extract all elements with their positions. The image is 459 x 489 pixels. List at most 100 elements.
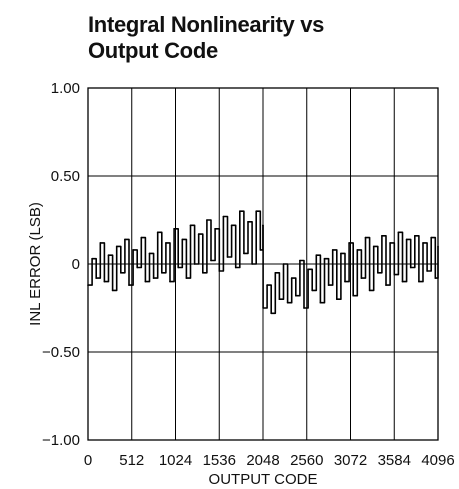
data-point [140, 236, 143, 239]
data-point [434, 277, 437, 279]
data-point [414, 235, 416, 237]
data-point [303, 307, 305, 309]
data-point [372, 245, 375, 248]
y-axis-label: INL ERROR (LSB) [27, 202, 44, 326]
data-point [169, 280, 171, 283]
data-point [430, 236, 433, 239]
data-point [144, 280, 147, 283]
data-point [270, 312, 273, 315]
y-tick-labels: 1.00 0.50 0 −0.50 −1.00 [42, 80, 80, 449]
data-point [222, 215, 225, 218]
data-point [124, 238, 126, 241]
x-tick-label: 1024 [159, 452, 192, 469]
data-point [255, 210, 257, 212]
data-point [99, 242, 102, 244]
data-point [397, 231, 400, 234]
data-point [401, 280, 404, 283]
x-tick-labels: 0 512 1024 1536 2048 2560 3072 3584 4096 [84, 452, 455, 469]
data-point [389, 242, 391, 244]
data-point [247, 221, 249, 223]
data-point [340, 252, 342, 255]
x-tick-label: 3584 [378, 452, 411, 469]
data-point [161, 272, 163, 274]
x-tick-label: 2560 [290, 452, 323, 469]
data-point [95, 277, 97, 279]
data-point [274, 272, 277, 274]
data-point [128, 284, 130, 286]
data-point [278, 298, 281, 301]
data-point [243, 252, 245, 255]
data-point [336, 298, 338, 301]
data-point [148, 252, 151, 255]
data-point [422, 242, 424, 244]
x-tick-label: 512 [119, 452, 144, 469]
data-point [331, 249, 334, 251]
data-point [103, 280, 106, 283]
data-point [290, 277, 293, 279]
data-point [202, 272, 204, 274]
data-point [348, 242, 350, 244]
x-tick-label: 2048 [246, 452, 279, 469]
data-point [368, 289, 371, 292]
data-point [193, 263, 196, 265]
data-point [418, 280, 420, 283]
x-axis-label: OUTPUT CODE [209, 471, 318, 488]
data-point [344, 280, 346, 283]
data-point [214, 228, 216, 230]
data-point [111, 289, 114, 292]
data-point [218, 270, 221, 272]
series-line-0 [88, 210, 439, 315]
chart-title: Integral Nonlinearity vs Output Code [88, 12, 428, 64]
data-point [352, 294, 355, 297]
data-point [364, 236, 367, 239]
data-point [319, 301, 322, 304]
data-point [381, 235, 383, 237]
data-point [299, 259, 301, 262]
data-point [311, 289, 314, 292]
data-point [230, 224, 233, 227]
data-point [206, 219, 208, 221]
y-tick-label: 0 [72, 256, 80, 273]
data-point [286, 301, 289, 304]
data-point [210, 259, 212, 262]
data-point [262, 307, 264, 309]
data-point [377, 272, 379, 274]
data-point [156, 231, 159, 234]
chart-title-line-1: Integral Nonlinearity vs [88, 12, 325, 37]
data-point [234, 266, 237, 269]
data-point [107, 254, 110, 256]
data-point [173, 228, 175, 230]
data-point [91, 257, 93, 260]
y-tick-label: 0.50 [51, 168, 80, 185]
data-point [259, 249, 262, 251]
data-point [360, 277, 363, 279]
y-tick-label: 1.00 [51, 80, 80, 97]
x-tick-label: 3072 [334, 452, 367, 469]
data-point [239, 210, 241, 212]
data-point [327, 284, 330, 286]
data-point [262, 224, 264, 227]
x-tick-label: 1536 [203, 452, 236, 469]
data-point [405, 238, 408, 241]
data-point [409, 266, 412, 269]
data-point [282, 263, 285, 265]
data-point [136, 266, 138, 269]
data-point [251, 263, 253, 265]
data-point [132, 249, 134, 251]
data-point [426, 270, 428, 272]
data-point [115, 245, 118, 248]
data-point [323, 257, 326, 260]
data-point [181, 238, 184, 241]
data-point [152, 277, 155, 279]
data-point [185, 277, 188, 279]
data-point [197, 233, 200, 235]
data-point [295, 294, 297, 297]
data-point [165, 242, 167, 244]
data-point [307, 268, 309, 271]
plot-frame [87, 87, 439, 441]
y-tick-label: −0.50 [42, 344, 80, 361]
x-tick-label: 4096 [421, 452, 454, 469]
data-point [177, 266, 179, 269]
data-point [315, 254, 318, 256]
